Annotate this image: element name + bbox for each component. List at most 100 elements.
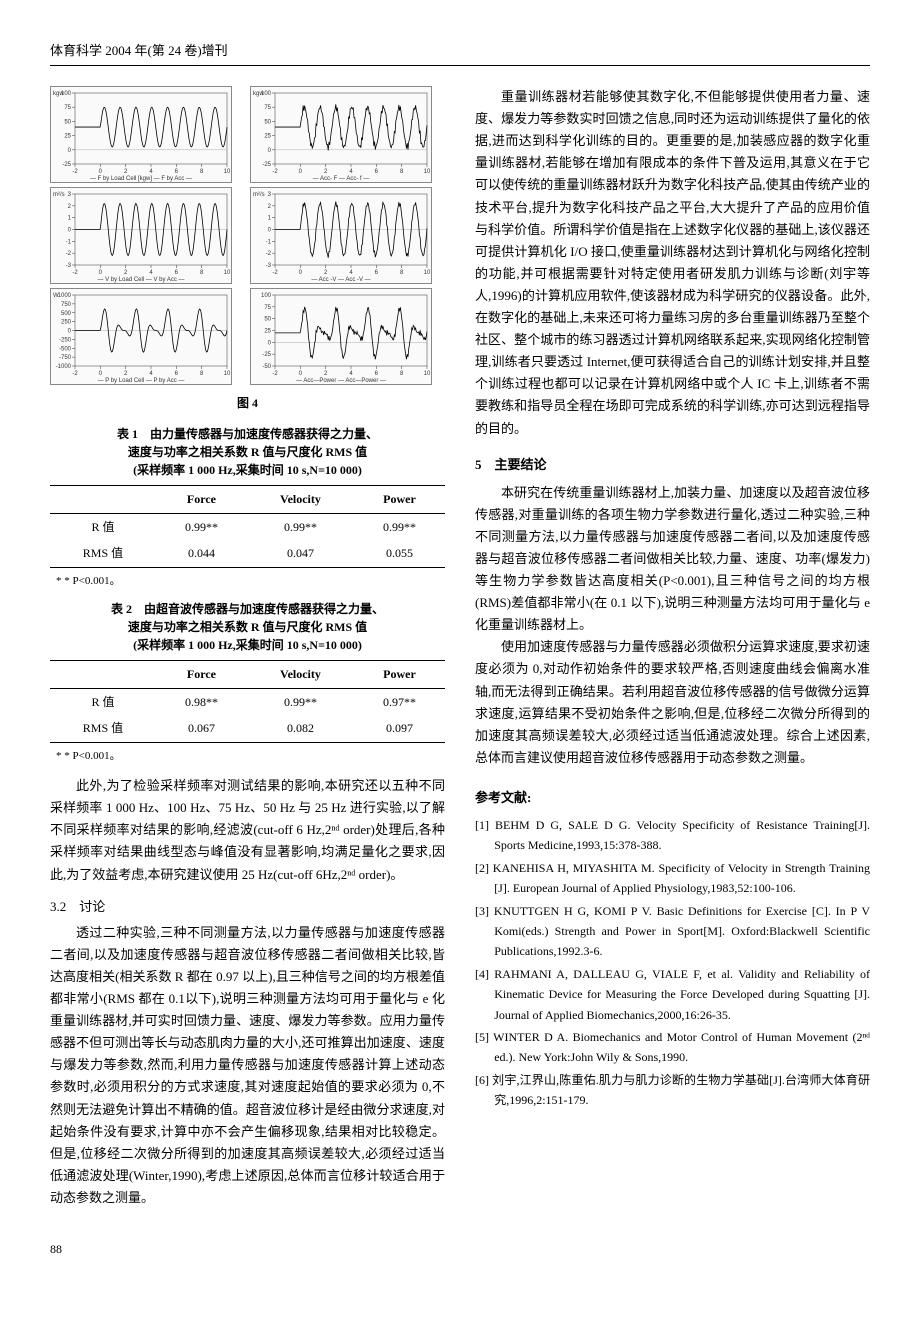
chart-panel: 3210-1-2-3-20246810m²/s— V by Load Cell … (50, 187, 232, 284)
svg-text:kgw: kgw (53, 91, 64, 97)
table-2-title: 表 2 由超音波传感器与加速度传感器获得之力量、 速度与功率之相关系数 R 值与… (50, 600, 445, 654)
table-row: RMS 值 0.044 0.047 0.055 (50, 540, 445, 567)
svg-text:0: 0 (267, 340, 271, 346)
svg-text:10: 10 (423, 371, 430, 377)
svg-text:2: 2 (124, 371, 128, 377)
svg-text:8: 8 (200, 270, 204, 276)
references-list: [1] BEHM D G, SALE D G. Velocity Specifi… (475, 815, 870, 1110)
svg-text:0: 0 (99, 169, 103, 175)
svg-text:0: 0 (68, 228, 72, 234)
svg-text:75: 75 (264, 105, 271, 111)
svg-text:25: 25 (64, 134, 71, 140)
svg-text:0: 0 (68, 148, 72, 154)
td: 0.99** (247, 688, 354, 715)
th: Power (354, 661, 445, 688)
table-2-title-line2: 速度与功率之相关系数 R 值与尺度化 RMS 值 (128, 620, 367, 634)
td: 0.98** (156, 688, 247, 715)
svg-text:kgw: kgw (253, 91, 264, 97)
svg-text:6: 6 (374, 371, 378, 377)
svg-text:— Acc- F — Acc- f —: — Acc- F — Acc- f — (312, 176, 369, 182)
svg-text:4: 4 (349, 270, 353, 276)
table-row: R 值 0.99** 0.99** 0.99** (50, 513, 445, 540)
th: Velocity (247, 661, 354, 688)
svg-text:-3: -3 (265, 263, 271, 269)
chart-panel: 10007505002500-250-500-750-1000-20246810… (50, 288, 232, 385)
td: R 值 (50, 688, 156, 715)
td: 0.055 (354, 540, 445, 567)
subsection-3-2: 3.2 讨论 (50, 896, 445, 918)
svg-text:0: 0 (298, 270, 302, 276)
svg-text:3: 3 (267, 192, 271, 198)
svg-text:50: 50 (64, 119, 71, 125)
svg-text:— F by Load Cell [kgw] — F by: — F by Load Cell [kgw] — F by Acc — (90, 176, 192, 182)
svg-text:-2: -2 (265, 251, 271, 257)
svg-text:0: 0 (298, 169, 302, 175)
right-column: 重量训练器材若能够使其数字化,不但能够提供使用者力量、速度、爆发力等参数实时回馈… (475, 86, 870, 1209)
svg-text:2: 2 (124, 270, 128, 276)
svg-text:-1: -1 (265, 239, 271, 245)
right-p2: 本研究在传统重量训练器材上,加装力量、加速度以及超音波位移传感器,对重量训练的各… (475, 482, 870, 637)
th (50, 486, 156, 513)
td: 0.044 (156, 540, 247, 567)
svg-text:-500: -500 (59, 346, 72, 352)
left-p2: 透过二种实验,三种不同测量方法,以力量传感器与加速度传感器二者间,以及加速度传感… (50, 922, 445, 1209)
svg-text:0: 0 (99, 270, 103, 276)
td: R 值 (50, 513, 156, 540)
svg-text:500: 500 (61, 311, 72, 317)
table-1-title-line2: 速度与功率之相关系数 R 值与尺度化 RMS 值 (128, 445, 367, 459)
svg-text:0: 0 (68, 329, 72, 335)
svg-text:6: 6 (374, 169, 378, 175)
td: RMS 值 (50, 540, 156, 567)
table-1: Force Velocity Power R 值 0.99** 0.99** 0… (50, 485, 445, 567)
table-row: R 值 0.98** 0.99** 0.97** (50, 688, 445, 715)
td: 0.097 (354, 715, 445, 742)
svg-text:— P by Load Cell — P by Acc —: — P by Load Cell — P by Acc — (98, 378, 185, 384)
table-row: Force Velocity Power (50, 486, 445, 513)
svg-text:0: 0 (99, 371, 103, 377)
reference-item: [4] RAHMANI A, DALLEAU G, VIALE F, et al… (475, 964, 870, 1025)
th: Force (156, 661, 247, 688)
svg-text:-250: -250 (59, 337, 72, 343)
td: 0.082 (247, 715, 354, 742)
svg-text:-1000: -1000 (56, 364, 72, 370)
svg-text:1: 1 (267, 216, 271, 222)
table-2-title-line1: 表 2 由超音波传感器与加速度传感器获得之力量、 (111, 602, 384, 616)
svg-text:-25: -25 (262, 352, 271, 358)
td: 0.97** (354, 688, 445, 715)
table-2-note: * * P<0.001。 (56, 747, 445, 766)
table-row: RMS 值 0.067 0.082 0.097 (50, 715, 445, 742)
reference-item: [3] KNUTTGEN H G, KOMI P V. Basic Defini… (475, 901, 870, 962)
right-p3: 使用加速度传感器与力量传感器必须做积分运算求速度,要求初速度必须为 0,对动作初… (475, 636, 870, 769)
svg-text:75: 75 (264, 305, 271, 311)
svg-text:2: 2 (323, 169, 327, 175)
reference-item: [5] WINTER D A. Biomechanics and Motor C… (475, 1027, 870, 1068)
td: 0.067 (156, 715, 247, 742)
reference-item: [2] KANEHISA H, MIYASHITA M. Specificity… (475, 858, 870, 899)
figure-4-caption: 图 4 (50, 393, 445, 413)
svg-text:75: 75 (64, 105, 71, 111)
chart-panel: 1007550250-25-20246810kgw— F by Load Cel… (50, 86, 232, 183)
svg-text:-25: -25 (62, 162, 71, 168)
svg-text:50: 50 (264, 317, 271, 323)
svg-text:10: 10 (224, 371, 231, 377)
svg-text:-750: -750 (59, 355, 72, 361)
section-5-head: 5 主要结论 (475, 454, 870, 476)
two-column-layout: 1007550250-25-20246810kgw— F by Load Cel… (50, 86, 870, 1209)
svg-text:-2: -2 (72, 169, 78, 175)
td: 0.047 (247, 540, 354, 567)
svg-text:2: 2 (68, 204, 72, 210)
svg-text:4: 4 (149, 169, 153, 175)
left-column: 1007550250-25-20246810kgw— F by Load Cel… (50, 86, 445, 1209)
td: 0.99** (354, 513, 445, 540)
svg-text:4: 4 (349, 371, 353, 377)
svg-text:50: 50 (264, 119, 271, 125)
svg-text:-2: -2 (272, 270, 278, 276)
svg-text:-1: -1 (66, 239, 72, 245)
th: Force (156, 486, 247, 513)
svg-text:10: 10 (224, 169, 231, 175)
svg-text:4: 4 (349, 169, 353, 175)
svg-text:8: 8 (200, 169, 204, 175)
page-header: 体育科学 2004 年(第 24 卷)增刊 (50, 40, 870, 66)
svg-text:4: 4 (149, 270, 153, 276)
svg-text:8: 8 (399, 270, 403, 276)
